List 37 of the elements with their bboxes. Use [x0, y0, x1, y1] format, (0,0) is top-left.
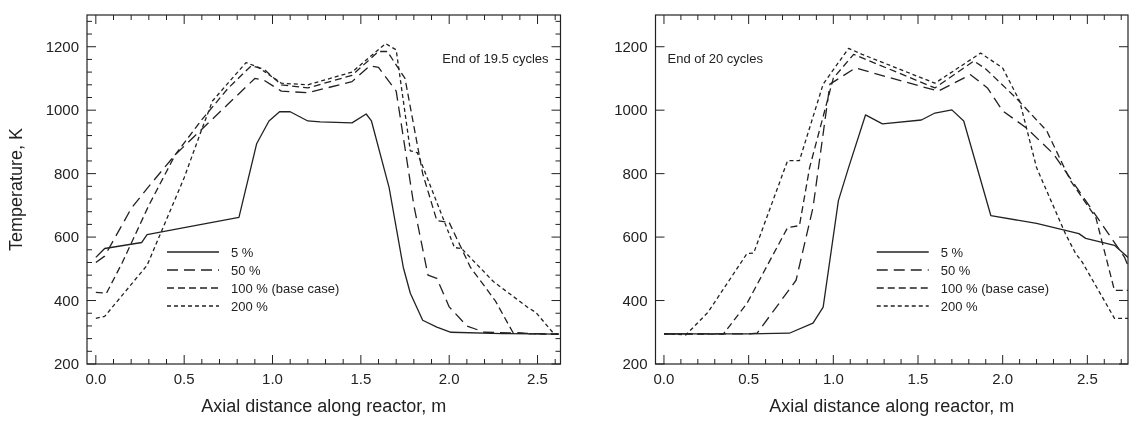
x-tick-label: 0.5: [738, 370, 760, 387]
legend-label: 200 %: [231, 299, 269, 314]
x-tick-label: 0.0: [85, 370, 107, 387]
y-tick-label: 600: [622, 228, 648, 246]
legend-label: 200 %: [940, 299, 979, 314]
y-tick-label: 200: [622, 355, 648, 372]
x-tick-label: 1.5: [350, 370, 372, 387]
y-tick-label: 800: [622, 164, 648, 182]
x-tick-label: 2.0: [438, 370, 460, 387]
y-tick-label: 1000: [45, 101, 79, 119]
legend-label: 100 % (base case): [940, 281, 1050, 296]
x-axis-title: Axial distance along reactor, m: [201, 396, 447, 416]
x-tick-label: 2.5: [527, 370, 548, 387]
legend-label: 5 %: [231, 245, 254, 260]
legend-label: 50 %: [940, 263, 971, 278]
y-tick-label: 800: [53, 164, 79, 182]
x-tick-label: 1.0: [822, 370, 844, 387]
x-tick-label: 1.0: [262, 370, 283, 387]
x-axis-title: Axial distance along reactor, m: [769, 396, 1015, 416]
y-tick-label: 1200: [45, 37, 79, 55]
annotation: End of 20 cycles: [667, 51, 764, 66]
x-tick-label: 2.0: [992, 370, 1014, 387]
y-axis-title: Temperature, K: [6, 127, 26, 252]
y-tick-label: 600: [53, 228, 79, 246]
y-tick-label: 1000: [614, 101, 648, 119]
annotation: End of 19.5 cycles: [442, 51, 549, 66]
x-tick-label: 0.5: [173, 370, 195, 387]
x-tick-label: 1.5: [907, 370, 929, 387]
legend-label: 50 %: [231, 263, 262, 278]
x-tick-label: 2.5: [1076, 370, 1098, 387]
y-tick-label: 400: [53, 291, 79, 309]
legend-label: 100 % (base case): [231, 281, 340, 296]
legend-label: 5 %: [940, 245, 964, 260]
y-tick-label: 1200: [614, 37, 648, 55]
y-tick-label: 400: [622, 291, 648, 309]
y-tick-label: 200: [53, 355, 79, 372]
x-tick-label: 0.0: [653, 370, 675, 387]
